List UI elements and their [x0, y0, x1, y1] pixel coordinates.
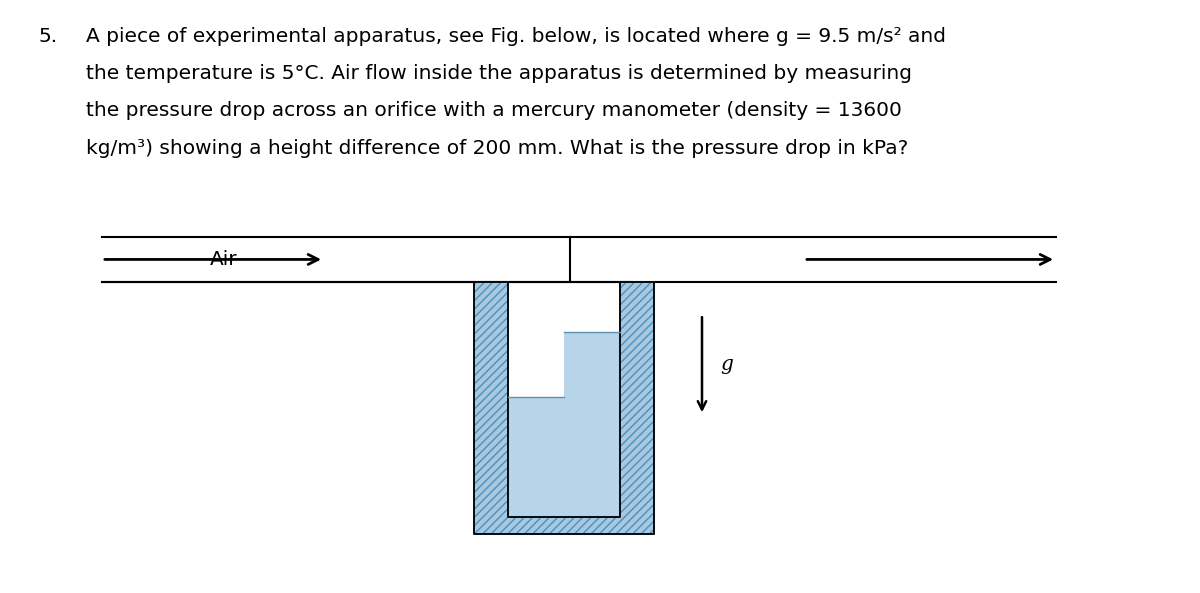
Text: 5.: 5. [38, 27, 58, 46]
Polygon shape [474, 282, 654, 534]
Text: the temperature is 5°C. Air flow inside the apparatus is determined by measuring: the temperature is 5°C. Air flow inside … [86, 64, 912, 83]
Bar [508, 397, 620, 517]
Text: the pressure drop across an orifice with a mercury manometer (density = 13600: the pressure drop across an orifice with… [86, 101, 902, 120]
Text: kg/m³) showing a height difference of 200 mm. What is the pressure drop in kPa?: kg/m³) showing a height difference of 20… [86, 139, 908, 158]
Text: A piece of experimental apparatus, see Fig. below, is located where g = 9.5 m/s²: A piece of experimental apparatus, see F… [86, 27, 947, 46]
Text: g: g [720, 355, 733, 374]
Bar [564, 332, 620, 397]
Text: Air: Air [210, 250, 238, 269]
